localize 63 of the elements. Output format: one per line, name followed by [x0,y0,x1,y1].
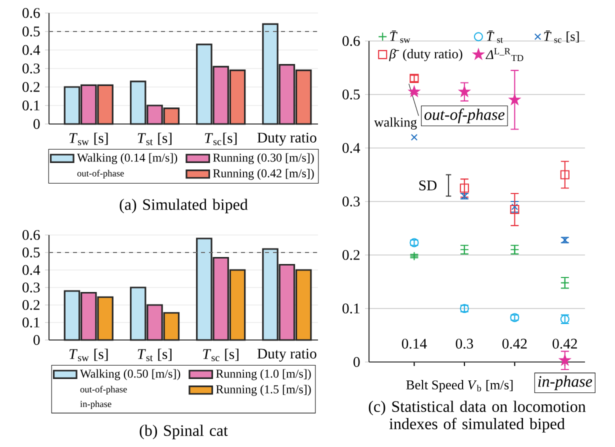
y-tick-label: 0 [34,335,40,345]
y-tick-label: 0.5 [22,248,40,258]
legend-label: Walking (0.50 [m/s]) [80,369,180,380]
x-tick-label: T$_{sc}$ [s] [203,348,238,362]
y-tick-label: 0.1 [342,304,360,314]
x-axis-title: Belt Speed V$_{b}$ [m/s] [406,380,513,392]
point [460,184,469,193]
y-tick-label: 0.6 [22,8,40,18]
x-tick-label: T$_{sw}$ [s] [69,348,108,362]
y-tick-label: 0.2 [22,82,40,92]
y-tick-label: 0.4 [22,265,40,275]
text: (a) Simulated biped [120,198,248,214]
text: in-phase [538,376,592,390]
x-tick-label: 0.14 [402,338,427,349]
point [408,86,420,97]
y-tick-label: 0.6 [22,230,40,240]
y-tick-label: 0.5 [342,90,360,100]
legend-label: Running (0.42 [m/s]) [213,168,314,180]
x-tick-label: T$_{st}$ [s] [138,132,172,146]
annotation: SD [419,180,437,190]
point [458,86,470,97]
annotation: walking [374,117,417,130]
x-tick-label: Duty ratio [257,348,316,362]
y-tick-label: 0.1 [22,100,40,110]
x-tick-label: T$_{sc}$[s] [204,132,237,146]
y-tick-label: 0.3 [22,64,40,74]
point [559,354,570,366]
legend-label: Running (1.0 [m/s]) [216,369,311,380]
y-tick-label: 0.4 [22,45,40,55]
legend-label: T̄$_{st}$ [486,30,503,43]
text: (c) Statistical data on locomotion indexes of simulated biped [368,400,586,433]
text: out-of-phase [80,386,127,394]
point [560,170,570,180]
point [410,252,419,261]
legend-label: β̄ (duty ratio) [389,48,462,62]
point [510,204,520,214]
y-tick-label: 0.3 [342,196,360,206]
x-tick-label: 0.42 [552,338,577,349]
x-tick-label: Duty ratio [257,132,316,146]
x-tick-label: T$_{sw}$ [s] [69,132,108,146]
y-tick-label: 0.2 [342,250,360,260]
legend-label: Running (1.5 [m/s]) [216,384,311,396]
y-tick-label: 0.1 [22,318,40,328]
y-tick-label: 0.6 [342,36,360,46]
x-tick-label: 0.3 [456,338,474,349]
y-tick-label: 0 [34,119,40,129]
y-tick-label: 0 [354,357,360,367]
legend-label: Walking (0.14 [m/s]) [77,153,178,164]
point [509,94,520,105]
text: (b) Spinal cat [140,424,228,440]
x-tick-label: T$_{st}$ [s] [138,348,172,362]
y-tick-label: 0.4 [342,143,360,153]
legend-label: T̄$_{sc}$ [s] [544,30,579,43]
x-tick-label: 0.42 [502,338,527,349]
text: in-phase [80,400,112,410]
y-tick-label: 0.3 [22,282,40,292]
y-tick-label: 0.2 [22,300,40,310]
legend-label: Δ$^{L_R}$TD [486,48,524,62]
annotation: out-of-phase [424,108,505,124]
text: out-of-phase [77,170,124,178]
y-tick-label: 0.5 [22,26,40,36]
legend-label: Running (0.30 [m/s]) [213,153,314,164]
legend-label: T̄$_{sw}$ [390,30,410,43]
